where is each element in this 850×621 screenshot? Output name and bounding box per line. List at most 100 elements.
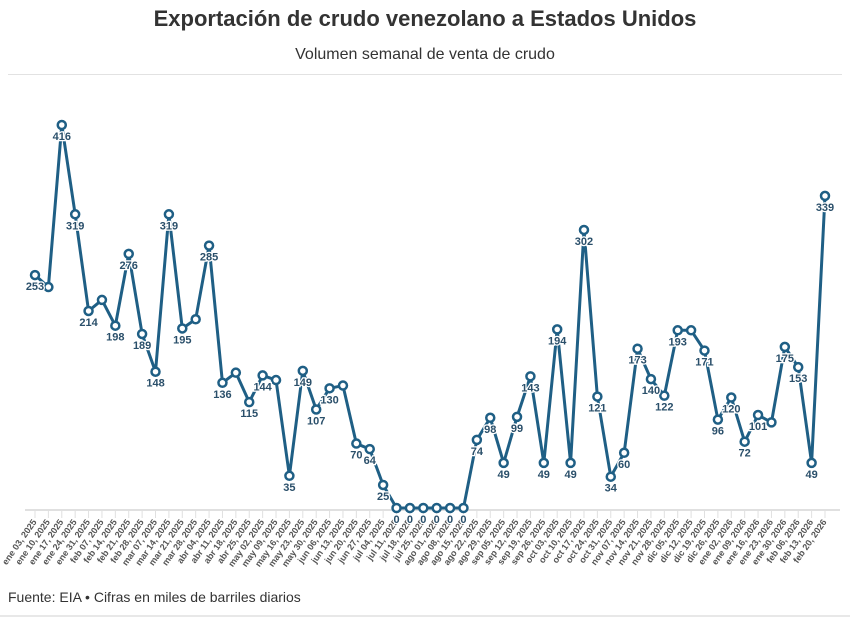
data-label: 140 xyxy=(642,385,660,397)
data-point xyxy=(351,438,362,449)
data-label: 107 xyxy=(307,415,325,427)
data-label: 0 xyxy=(420,514,426,526)
data-label: 253 xyxy=(26,281,44,293)
data-point xyxy=(592,391,603,402)
data-point xyxy=(377,479,389,491)
data-point xyxy=(632,343,643,354)
data-point xyxy=(471,434,483,446)
data-label: 49 xyxy=(805,469,817,481)
data-label: 143 xyxy=(521,382,539,394)
data-label: 198 xyxy=(106,332,124,344)
data-point xyxy=(391,502,402,514)
data-label: 121 xyxy=(588,403,606,415)
data-label: 194 xyxy=(548,335,567,347)
data-point xyxy=(96,294,108,306)
data-point xyxy=(83,305,94,317)
data-point xyxy=(739,436,750,447)
data-label: 74 xyxy=(471,446,484,458)
data-point xyxy=(257,370,268,381)
data-point xyxy=(645,373,657,385)
data-label: 153 xyxy=(789,373,807,385)
data-label: 173 xyxy=(628,355,646,367)
data-point xyxy=(458,502,469,514)
data-label: 339 xyxy=(816,202,834,214)
data-point xyxy=(163,209,175,220)
data-label: 285 xyxy=(200,252,218,264)
data-point xyxy=(324,383,335,394)
data-point xyxy=(150,366,161,377)
data-point xyxy=(498,457,509,469)
data-point xyxy=(310,404,322,415)
data-label: 115 xyxy=(240,408,258,420)
data-label: 72 xyxy=(739,448,751,460)
chart-subtitle: Volumen semanal de venta de crudo xyxy=(295,46,555,63)
data-point xyxy=(404,502,416,514)
data-label: 0 xyxy=(447,514,453,526)
data-label: 276 xyxy=(120,260,138,272)
data-point xyxy=(217,377,228,389)
data-label: 302 xyxy=(575,236,593,248)
data-point xyxy=(672,325,683,336)
data-label: 171 xyxy=(695,357,713,369)
data-point xyxy=(525,371,536,382)
data-label: 34 xyxy=(605,483,618,495)
data-label: 214 xyxy=(79,317,98,329)
data-point xyxy=(69,209,81,220)
source-note: Fuente: EIA • Cifras en miles de barrile… xyxy=(8,589,301,605)
data-label: 0 xyxy=(460,514,466,526)
data-point xyxy=(56,119,68,131)
data-label: 0 xyxy=(407,514,413,526)
data-label: 49 xyxy=(498,469,510,481)
data-label: 49 xyxy=(564,469,576,481)
data-point xyxy=(337,380,349,391)
chart-title: Exportación de crudo venezolano a Estado… xyxy=(153,6,697,31)
data-label: 60 xyxy=(618,459,630,471)
data-point xyxy=(444,502,456,514)
data-label: 98 xyxy=(484,424,496,436)
header-divider xyxy=(8,74,842,75)
data-point xyxy=(485,412,496,424)
data-point xyxy=(685,325,697,336)
data-point xyxy=(551,324,563,335)
data-label: 136 xyxy=(213,389,231,401)
data-point xyxy=(659,390,670,401)
data-point xyxy=(699,345,710,356)
data-point xyxy=(418,502,429,514)
data-point xyxy=(605,471,617,482)
data-label: 64 xyxy=(364,455,377,467)
data-point xyxy=(578,224,590,236)
data-point xyxy=(726,392,737,403)
data-label: 130 xyxy=(320,394,338,406)
data-point xyxy=(806,457,817,469)
data-point xyxy=(177,323,188,334)
data-point xyxy=(284,470,295,482)
data-label: 189 xyxy=(133,340,151,352)
data-point xyxy=(190,314,201,325)
data-label: 195 xyxy=(173,334,191,346)
data-point xyxy=(819,190,831,202)
data-label: 0 xyxy=(393,514,399,526)
data-label: 35 xyxy=(283,482,295,494)
data-label: 416 xyxy=(53,131,71,143)
data-point xyxy=(565,457,576,469)
data-label: 101 xyxy=(749,421,767,433)
data-point xyxy=(243,396,255,408)
data-label: 319 xyxy=(66,220,84,232)
series-line xyxy=(34,123,827,510)
data-point xyxy=(712,414,724,425)
data-label: 99 xyxy=(511,423,523,435)
data-label: 149 xyxy=(294,377,312,389)
data-point xyxy=(752,409,764,421)
data-point xyxy=(270,374,282,386)
data-label: 122 xyxy=(655,402,673,414)
data-point xyxy=(43,281,54,293)
data-label: 148 xyxy=(146,378,164,390)
data-point xyxy=(230,367,242,378)
data-label: 0 xyxy=(434,514,440,526)
data-point xyxy=(136,328,148,340)
data-point xyxy=(538,457,550,469)
data-label: 120 xyxy=(722,404,740,416)
data-point xyxy=(511,411,523,423)
data-label: 25 xyxy=(377,491,389,503)
